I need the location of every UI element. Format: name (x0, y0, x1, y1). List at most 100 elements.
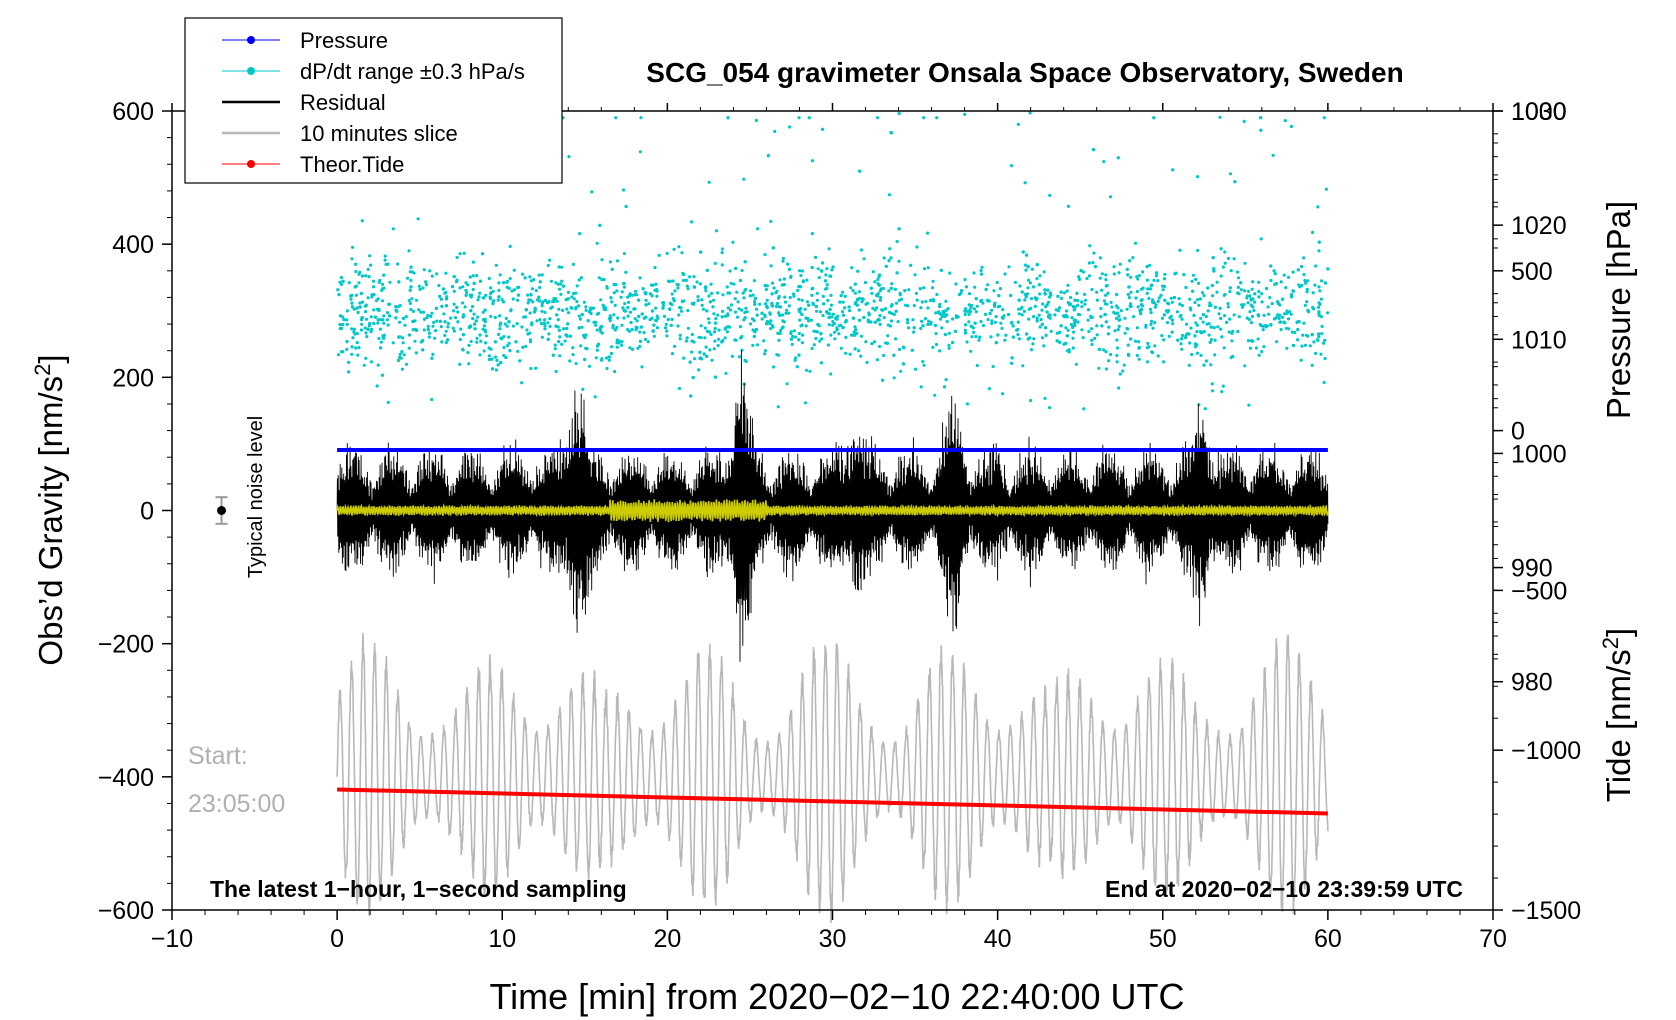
dpdt-point (669, 323, 673, 327)
dpdt-point (825, 286, 829, 290)
dpdt-point (1299, 358, 1303, 362)
dpdt-point (979, 319, 983, 324)
dpdt-point (677, 386, 682, 391)
dpdt-point (979, 268, 983, 273)
dpdt-point (644, 303, 648, 307)
dpdt-point (689, 394, 693, 398)
dpdt-point (376, 363, 380, 367)
dpdt-point (963, 328, 967, 332)
dpdt-point (1074, 362, 1078, 366)
dpdt-point (1105, 283, 1109, 288)
dpdt-point (358, 270, 362, 274)
dpdt-point (780, 313, 785, 317)
dpdt-point (535, 319, 539, 323)
dpdt-point (354, 269, 358, 274)
dpdt-point (495, 358, 499, 362)
x-tick-label: 0 (330, 925, 344, 953)
dpdt-point (1032, 337, 1036, 341)
dpdt-point (1317, 310, 1321, 314)
noise-point (217, 506, 227, 515)
dpdt-point (502, 281, 506, 285)
dpdt-point (1286, 275, 1290, 279)
chart-title: SCG_054 gravimeter Onsala Space Observat… (646, 57, 1403, 88)
dpdt-point (1125, 307, 1129, 311)
dpdt-point (810, 287, 814, 291)
dpdt-point (760, 311, 764, 315)
dpdt-point (626, 314, 630, 318)
dpdt-point (1269, 322, 1273, 327)
dpdt-point (508, 244, 512, 248)
dpdt-point (788, 125, 792, 129)
dpdt-point (1192, 313, 1196, 317)
dpdt-point (713, 339, 717, 343)
dpdt-point (871, 270, 875, 274)
dpdt-point (1301, 333, 1305, 337)
dpdt-point (781, 256, 786, 260)
dpdt-point (516, 298, 520, 302)
dpdt-point (893, 287, 897, 291)
dpdt-point (913, 367, 918, 371)
dpdt-point (1038, 325, 1042, 329)
dpdt-point (654, 306, 658, 310)
dpdt-point (888, 324, 892, 328)
dpdt-point (1109, 352, 1113, 357)
dpdt-point (511, 324, 515, 328)
dpdt-point (608, 314, 612, 318)
dpdt-point (1212, 269, 1216, 273)
dpdt-point (514, 340, 518, 344)
dpdt-point (886, 334, 890, 338)
dpdt-point (787, 267, 792, 271)
dpdt-point (487, 346, 491, 350)
dpdt-point (498, 327, 502, 331)
dpdt-point (995, 280, 999, 285)
dpdt-point (383, 258, 387, 262)
dpdt-point (1029, 348, 1034, 352)
dpdt-point (584, 305, 588, 309)
dpdt-point (1100, 324, 1104, 328)
dpdt-point (1023, 263, 1028, 267)
dpdt-point (666, 317, 670, 322)
dpdt-point (972, 271, 976, 275)
dpdt-point (444, 341, 448, 345)
dpdt-point (1311, 291, 1315, 295)
dpdt-point (685, 284, 689, 288)
dpdt-point (1323, 281, 1327, 285)
dpdt-point (777, 311, 781, 315)
end-time-note: End at 2020−02−10 23:39:59 UTC (1105, 876, 1463, 902)
dpdt-point (1073, 321, 1077, 325)
dpdt-point (764, 322, 769, 326)
dpdt-point (1284, 326, 1289, 330)
dpdt-point (986, 298, 990, 302)
dpdt-point (1098, 256, 1102, 260)
dpdt-point (1320, 279, 1324, 283)
dpdt-point (491, 289, 495, 293)
dpdt-point (638, 330, 642, 334)
dpdt-point (602, 277, 606, 282)
dpdt-point (338, 323, 342, 327)
dpdt-point (1117, 386, 1121, 390)
y-tick-label: 0 (140, 498, 154, 526)
dpdt-point (638, 150, 643, 154)
dpdt-point (814, 329, 818, 333)
dpdt-point (858, 318, 862, 322)
dpdt-point (678, 333, 682, 337)
dpdt-point (341, 279, 345, 283)
dpdt-point (372, 285, 376, 289)
dpdt-point (1098, 276, 1102, 280)
dpdt-point (716, 313, 720, 317)
dpdt-point (853, 347, 857, 351)
legend-label: Theor.Tide (300, 152, 404, 177)
dpdt-point (1274, 282, 1278, 286)
dpdt-point (1320, 332, 1324, 336)
dpdt-point (498, 273, 502, 277)
dpdt-point (531, 300, 535, 304)
dpdt-point (555, 313, 559, 317)
dpdt-point (892, 312, 896, 316)
dpdt-point (728, 308, 733, 312)
dpdt-point (1180, 303, 1184, 308)
dpdt-point (1228, 317, 1232, 321)
dpdt-point (629, 320, 633, 325)
dpdt-point (421, 348, 425, 352)
dpdt-point (1115, 353, 1119, 358)
dpdt-point (776, 296, 781, 300)
